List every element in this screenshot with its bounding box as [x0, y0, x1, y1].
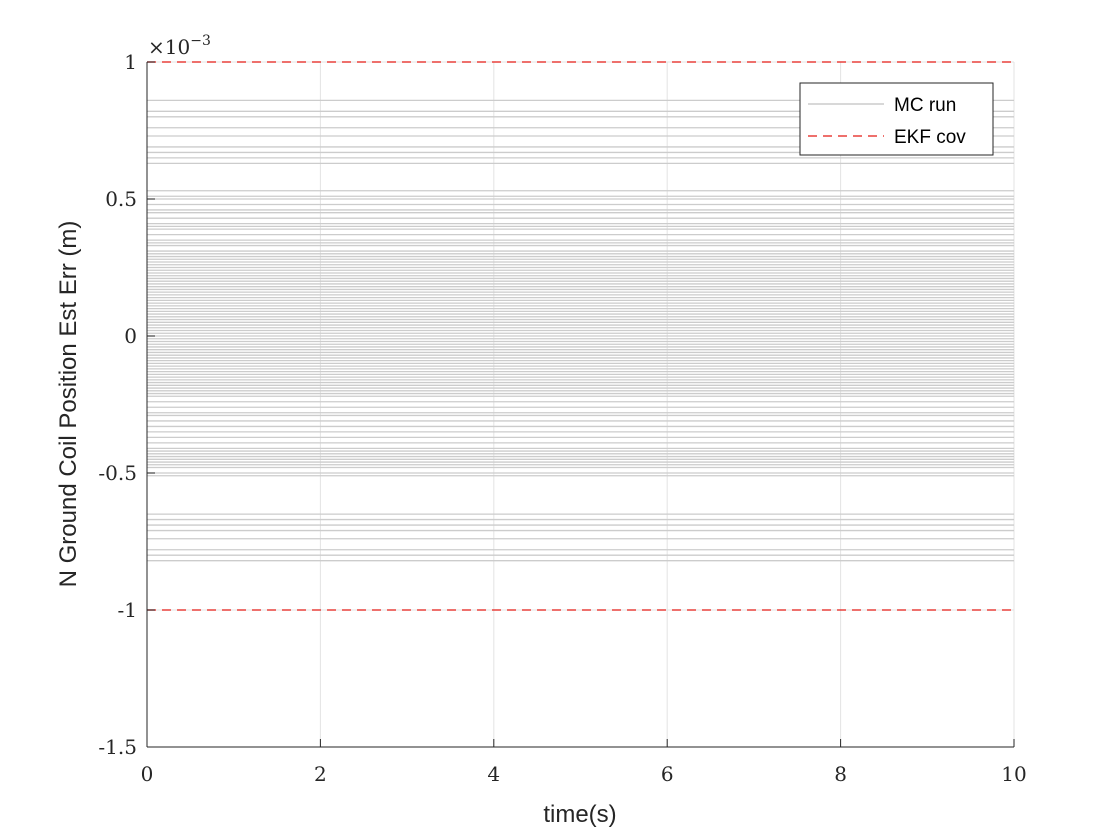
legend-box [799, 82, 994, 156]
grid [146, 61, 1015, 748]
svg-text:×10−3: ×10−3 [148, 33, 211, 59]
y-tick-label-3: 0 [124, 324, 137, 348]
y-tick-label-4: 0.5 [105, 187, 137, 211]
axes [146, 61, 1015, 748]
exponent-power: −3 [190, 33, 211, 49]
y-tick-label-1: -1 [118, 598, 137, 622]
ekf-cov-series [147, 61, 1014, 611]
y-axis-label: N Ground Coil Position Est Err (m) [55, 221, 82, 588]
exponent-base: ×10 [148, 35, 190, 59]
x-tick-label-0: 0 [141, 762, 154, 786]
x-tick-label-3: 6 [661, 762, 674, 786]
y-tick-label-0: -1.5 [98, 735, 137, 759]
y-tick-label-5: 1 [124, 50, 137, 74]
exponent-label: ×10−3 [148, 33, 211, 59]
mc-run-series [147, 99, 1014, 562]
y-tick-label-2: -0.5 [98, 461, 137, 485]
x-tick-label-5: 10 [1001, 762, 1026, 786]
tick-labels: 0 2 4 6 8 10 -1.5 -1 -0.5 0 0.5 1 [98, 50, 1026, 786]
legend: MC run EKF cov [799, 82, 994, 156]
legend-ekf-label: EKF cov [894, 127, 966, 148]
x-tick-label-2: 4 [487, 762, 500, 786]
x-tick-label-1: 2 [314, 762, 327, 786]
x-tick-label-4: 8 [834, 762, 847, 786]
x-axis-label: time(s) [543, 801, 616, 828]
legend-mc-label: MC run [894, 95, 956, 116]
